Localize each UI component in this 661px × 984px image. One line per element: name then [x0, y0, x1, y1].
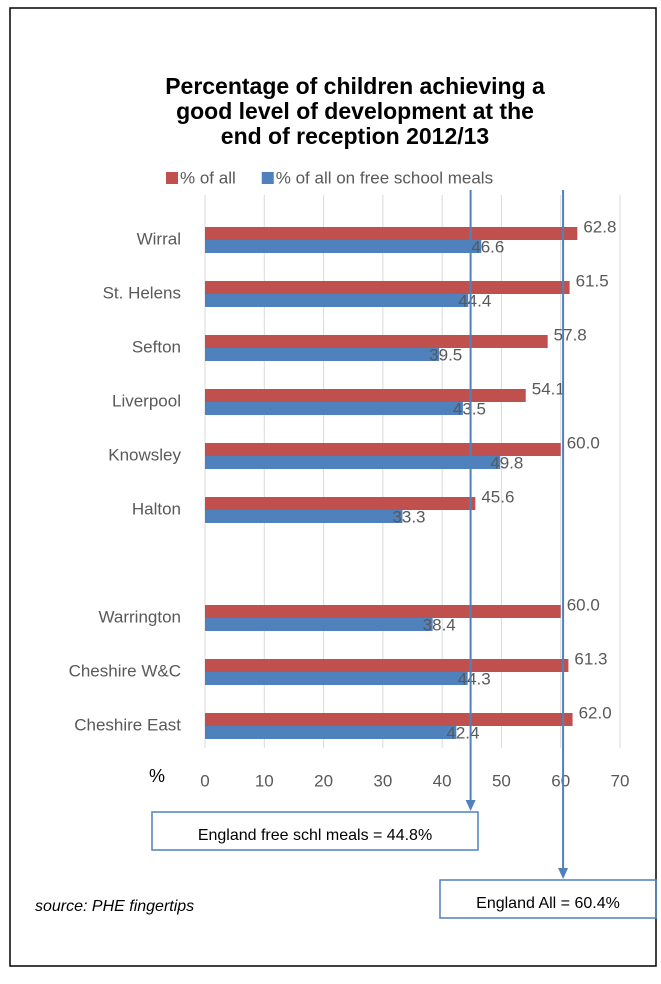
chart-title: Percentage of children achieving a	[165, 73, 545, 99]
bar	[205, 456, 501, 469]
bar	[205, 510, 403, 523]
legend-swatch	[166, 172, 178, 184]
data-label: 60.0	[567, 433, 600, 452]
chart-title: end of reception 2012/13	[221, 123, 489, 149]
frame	[9, 7, 657, 967]
y-tick-label: Cheshire W&C	[69, 661, 181, 680]
x-tick-label: 60	[551, 771, 570, 790]
bar	[205, 227, 578, 240]
y-tick-label: Wirral	[137, 229, 181, 248]
x-tick-label: 50	[492, 771, 511, 790]
bar	[205, 672, 468, 685]
x-tick-label: 70	[611, 771, 630, 790]
reference-box	[151, 811, 479, 851]
x-tick-label: 40	[433, 771, 452, 790]
y-tick-label: Knowsley	[108, 445, 181, 464]
data-label: 44.3	[458, 669, 491, 688]
data-label: 45.6	[481, 487, 514, 506]
y-tick-label: Liverpool	[112, 391, 181, 410]
data-label: 62.0	[579, 703, 612, 722]
x-tick-label: 30	[373, 771, 392, 790]
bar	[205, 605, 561, 618]
x-tick-label: 0	[200, 771, 209, 790]
data-label: 61.3	[574, 649, 607, 668]
data-label: 44.4	[458, 291, 491, 310]
data-label: 39.5	[429, 345, 462, 364]
data-label: 60.0	[567, 595, 600, 614]
bar	[205, 294, 469, 307]
y-tick-label: Halton	[132, 499, 181, 518]
bar	[205, 281, 570, 294]
data-label: 49.8	[490, 453, 523, 472]
x-axis-label: %	[149, 766, 165, 786]
data-label: 57.8	[554, 325, 587, 344]
data-label: 38.4	[423, 615, 456, 634]
legend-label: % of all	[180, 168, 236, 187]
bar	[205, 443, 561, 456]
bar	[205, 713, 573, 726]
data-label: 61.5	[576, 271, 609, 290]
reference-label: England All = 60.4%	[476, 895, 620, 912]
legend-label: % of all on free school meals	[276, 168, 493, 187]
arrowhead	[558, 868, 569, 879]
y-tick-label: St. Helens	[103, 283, 181, 302]
reference-box	[439, 879, 657, 919]
bar	[205, 659, 569, 672]
y-tick-label: Sefton	[132, 337, 181, 356]
x-tick-label: 10	[255, 771, 274, 790]
source: source: PHE fingertips	[35, 898, 194, 915]
data-label: 43.5	[453, 399, 486, 418]
chart-title: good level of development at the	[176, 98, 534, 124]
bar	[205, 497, 476, 510]
bar	[205, 348, 440, 361]
bar	[205, 335, 548, 348]
bar	[205, 618, 433, 631]
x-tick-label: 20	[314, 771, 333, 790]
y-tick-label: Warrington	[98, 607, 181, 626]
bar	[205, 726, 457, 739]
data-label: 62.8	[583, 217, 616, 236]
bar	[205, 240, 482, 253]
data-label: 46.6	[471, 237, 504, 256]
bar	[205, 389, 526, 402]
bar	[205, 402, 463, 415]
reference-label: England free schl meals = 44.8%	[198, 827, 432, 844]
data-label: 42.4	[446, 723, 479, 742]
data-label: 33.3	[392, 507, 425, 526]
arrowhead	[465, 800, 476, 811]
data-label: 54.1	[532, 379, 565, 398]
legend-swatch	[261, 172, 274, 184]
y-tick-label: Cheshire East	[74, 715, 181, 734]
